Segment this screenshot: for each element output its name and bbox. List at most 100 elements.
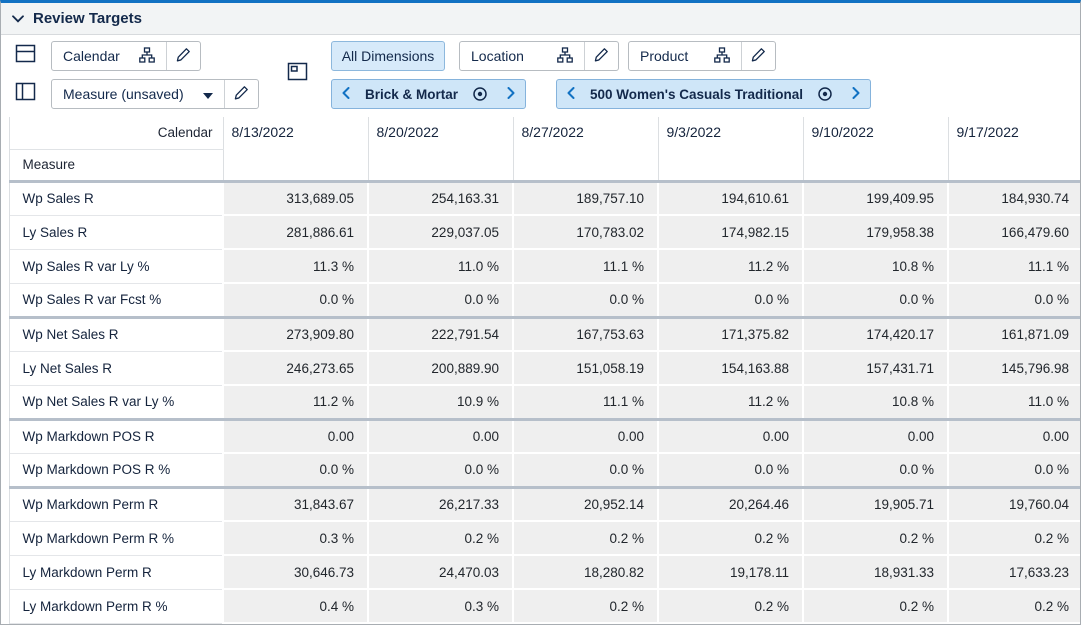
data-cell[interactable]: 281,886.61 xyxy=(222,215,368,250)
data-cell[interactable]: 0.00 xyxy=(947,417,1080,454)
data-cell[interactable]: 0.2 % xyxy=(802,521,948,556)
measure-row-label[interactable]: Wp Sales R var Fcst % xyxy=(9,283,223,318)
measure-row-label[interactable]: Ly Net Sales R xyxy=(9,351,223,386)
panel-toggle-button[interactable] xyxy=(284,60,310,86)
data-cell[interactable]: 11.2 % xyxy=(657,385,803,420)
data-cell[interactable]: 179,958.38 xyxy=(802,215,948,250)
column-dimension-label[interactable]: Calendar xyxy=(9,117,223,150)
split-vertical-button[interactable] xyxy=(12,80,38,106)
data-cell[interactable]: 31,843.67 xyxy=(222,485,368,522)
data-cell[interactable]: 151,058.19 xyxy=(512,351,658,386)
measure-dropdown-segment[interactable]: Measure (unsaved) xyxy=(52,80,224,108)
data-cell[interactable]: 20,952.14 xyxy=(512,485,658,522)
data-cell[interactable]: 0.0 % xyxy=(367,453,513,488)
data-cell[interactable]: 0.0 % xyxy=(222,453,368,488)
product-dimension-button[interactable]: Product xyxy=(628,41,776,71)
data-cell[interactable]: 11.3 % xyxy=(222,249,368,284)
measure-row-label[interactable]: Wp Markdown Perm R xyxy=(9,485,223,522)
data-cell[interactable]: 200,889.90 xyxy=(367,351,513,386)
data-cell[interactable]: 19,905.71 xyxy=(802,485,948,522)
data-cell[interactable]: 161,871.09 xyxy=(947,315,1080,352)
data-cell[interactable]: 0.2 % xyxy=(367,521,513,556)
data-cell[interactable]: 0.2 % xyxy=(512,521,658,556)
data-cell[interactable]: 171,375.82 xyxy=(657,315,803,352)
data-cell[interactable]: 0.0 % xyxy=(367,283,513,318)
data-cell[interactable]: 0.0 % xyxy=(947,453,1080,488)
collapse-section-button[interactable] xyxy=(12,11,24,26)
column-header[interactable]: 8/27/2022 xyxy=(512,117,658,183)
data-cell[interactable]: 170,783.02 xyxy=(512,215,658,250)
data-cell[interactable]: 157,431.71 xyxy=(802,351,948,386)
data-cell[interactable]: 0.00 xyxy=(512,417,658,454)
edit-location-button[interactable] xyxy=(585,42,618,70)
data-cell[interactable]: 189,757.10 xyxy=(512,181,658,216)
data-cell[interactable]: 194,610.61 xyxy=(657,181,803,216)
data-cell[interactable]: 0.00 xyxy=(802,417,948,454)
row-dimension-label[interactable]: Measure xyxy=(9,149,223,183)
data-cell[interactable]: 0.0 % xyxy=(947,283,1080,318)
calendar-segment[interactable]: Calendar xyxy=(52,42,166,70)
data-cell[interactable]: 11.2 % xyxy=(222,385,368,420)
split-horizontal-button[interactable] xyxy=(12,42,38,68)
data-cell[interactable]: 199,409.95 xyxy=(802,181,948,216)
data-cell[interactable]: 145,796.98 xyxy=(947,351,1080,386)
data-cell[interactable]: 0.0 % xyxy=(512,283,658,318)
target-icon[interactable] xyxy=(463,86,497,102)
data-cell[interactable]: 18,280.82 xyxy=(512,555,658,590)
column-header[interactable]: 8/13/2022 xyxy=(222,117,368,183)
data-cell[interactable]: 0.00 xyxy=(657,417,803,454)
data-cell[interactable]: 0.2 % xyxy=(657,521,803,556)
data-cell[interactable]: 254,163.31 xyxy=(367,181,513,216)
data-cell[interactable]: 0.0 % xyxy=(657,453,803,488)
data-cell[interactable]: 17,633.23 xyxy=(947,555,1080,590)
measure-row-label[interactable]: Wp Net Sales R xyxy=(9,315,223,352)
measure-profile-dropdown[interactable]: Measure (unsaved) xyxy=(51,79,259,109)
data-cell[interactable]: 0.0 % xyxy=(222,283,368,318)
data-cell[interactable]: 20,264.46 xyxy=(657,485,803,522)
data-cell[interactable]: 18,931.33 xyxy=(802,555,948,590)
product-prev-button[interactable] xyxy=(557,80,585,108)
data-cell[interactable]: 0.2 % xyxy=(802,589,948,624)
measure-row-label[interactable]: Ly Markdown Perm R % xyxy=(9,589,223,624)
measure-row-label[interactable]: Ly Markdown Perm R xyxy=(9,555,223,590)
data-cell[interactable]: 11.1 % xyxy=(512,385,658,420)
product-segment[interactable]: Product xyxy=(629,42,741,70)
column-header[interactable]: 9/10/2022 xyxy=(802,117,948,183)
all-dimensions-button[interactable]: All Dimensions xyxy=(331,41,445,71)
data-cell[interactable]: 313,689.05 xyxy=(222,181,368,216)
data-cell[interactable]: 11.2 % xyxy=(657,249,803,284)
measure-row-label[interactable]: Wp Markdown POS R % xyxy=(9,453,223,488)
data-cell[interactable]: 0.2 % xyxy=(512,589,658,624)
data-cell[interactable]: 0.0 % xyxy=(802,453,948,488)
data-cell[interactable]: 0.4 % xyxy=(222,589,368,624)
data-cell[interactable]: 0.0 % xyxy=(657,283,803,318)
data-cell[interactable]: 24,470.03 xyxy=(367,555,513,590)
data-cell[interactable]: 11.0 % xyxy=(367,249,513,284)
data-cell[interactable]: 273,909.80 xyxy=(222,315,368,352)
column-header[interactable]: 8/20/2022 xyxy=(367,117,513,183)
calendar-dimension-button[interactable]: Calendar xyxy=(51,41,201,71)
measure-row-label[interactable]: Wp Sales R xyxy=(9,181,223,216)
data-cell[interactable]: 30,646.73 xyxy=(222,555,368,590)
data-cell[interactable]: 174,420.17 xyxy=(802,315,948,352)
location-segment[interactable]: Location xyxy=(460,42,584,70)
data-cell[interactable]: 166,479.60 xyxy=(947,215,1080,250)
measure-row-label[interactable]: Wp Net Sales R var Ly % xyxy=(9,385,223,420)
data-cell[interactable]: 10.9 % xyxy=(367,385,513,420)
data-cell[interactable]: 11.1 % xyxy=(512,249,658,284)
data-cell[interactable]: 222,791.54 xyxy=(367,315,513,352)
data-cell[interactable]: 10.8 % xyxy=(802,385,948,420)
data-cell[interactable]: 167,753.63 xyxy=(512,315,658,352)
location-prev-button[interactable] xyxy=(332,80,360,108)
data-cell[interactable]: 0.00 xyxy=(367,417,513,454)
data-cell[interactable]: 0.2 % xyxy=(657,589,803,624)
measure-row-label[interactable]: Wp Markdown Perm R % xyxy=(9,521,223,556)
product-next-button[interactable] xyxy=(842,80,870,108)
data-cell[interactable]: 0.00 xyxy=(222,417,368,454)
measure-row-label[interactable]: Wp Sales R var Ly % xyxy=(9,249,223,284)
data-cell[interactable]: 229,037.05 xyxy=(367,215,513,250)
data-cell[interactable]: 10.8 % xyxy=(802,249,948,284)
edit-product-button[interactable] xyxy=(742,42,775,70)
data-cell[interactable]: 0.0 % xyxy=(802,283,948,318)
measure-row-label[interactable]: Wp Markdown POS R xyxy=(9,417,223,454)
